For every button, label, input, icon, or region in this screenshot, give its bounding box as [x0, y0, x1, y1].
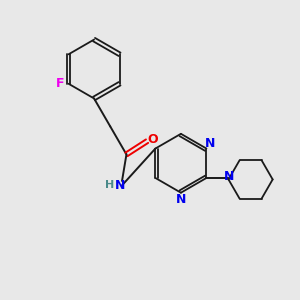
- Text: N: N: [224, 170, 234, 183]
- Text: N: N: [116, 179, 126, 192]
- Text: F: F: [56, 77, 64, 90]
- Text: N: N: [205, 137, 215, 150]
- Text: N: N: [176, 193, 186, 206]
- Text: O: O: [147, 133, 158, 146]
- Text: H: H: [105, 180, 114, 190]
